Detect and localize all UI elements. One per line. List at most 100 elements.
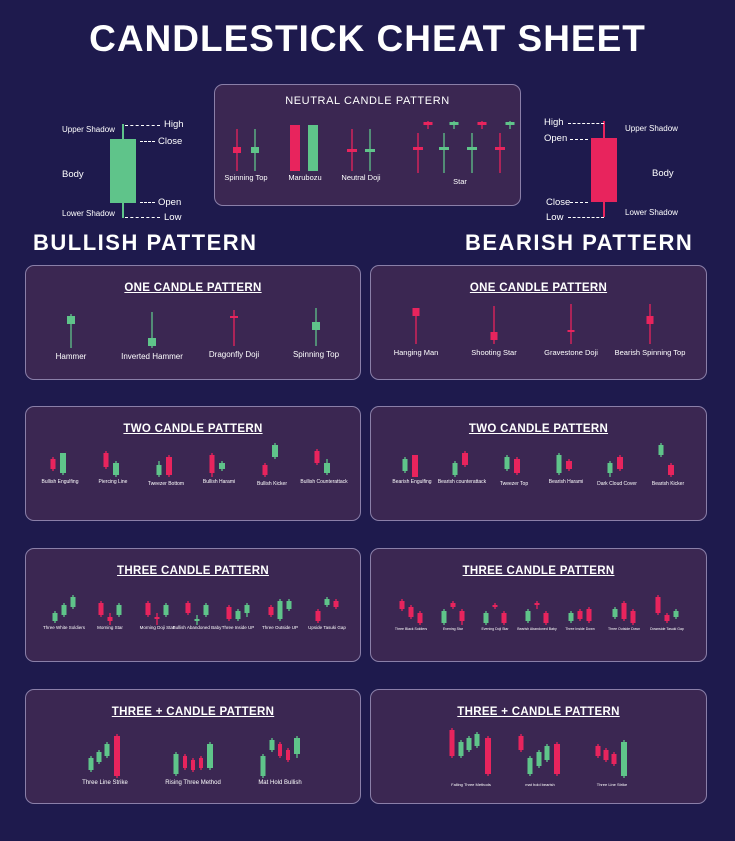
bearish-candle [262,463,268,477]
anatomy-open-label: Open [544,133,568,144]
bullish-candle [260,754,266,778]
anatomy-body-label: Body [652,168,674,179]
pattern-label: Three Line Strike [596,782,628,787]
bearish-candle [450,601,456,609]
candles-icon [412,308,420,344]
pattern-label: Gravestone Doji [544,348,598,357]
pattern-three-white-soldiers: Three White Soldiers [14,593,114,630]
panel-title: THREE + CANDLE PATTERN [457,706,620,718]
pattern-label: Bearish Kicker [651,481,685,487]
bullish-candle [163,603,169,617]
bearish-one-candle-panel: ONE CANDLE PATTERN Hanging Man Shooting S… [370,265,707,380]
bearish-candle [501,611,507,625]
bullish-candle [116,603,122,617]
pattern-piercing-line: Piercing Line [63,449,163,485]
pattern-bullish-kicker: Bullish Kicker [222,441,322,487]
candles-icon [399,599,423,625]
pattern-marubozu: Marubozu [255,123,355,182]
pattern-label: Three Outside UP [261,625,298,630]
candles-icon [525,601,549,625]
candles-icon [230,310,238,346]
bullish-candle [88,756,94,772]
bearish-candle [286,748,290,762]
candles-icon [441,601,465,625]
page-title: CANDLESTICK CHEAT SHEET [89,18,646,59]
pattern-label: Evening Star [442,627,464,631]
pattern-label: Bullish Abandoned Baby [172,625,222,630]
bearish-candle [621,601,627,621]
candles-icon [262,443,278,477]
pattern-label: Rising Three Method [165,780,221,786]
candles-icon [268,599,292,621]
bearish-candle [399,599,405,611]
pattern-tweezer-top: Tweezer Top [464,453,564,487]
bullish-candle [70,595,76,609]
bullish-candle [312,308,320,346]
bearish-three-plus-candle-panel: THREE + CANDLE PATTERN Falling Three Met… [370,689,707,804]
bullish-candle [673,609,679,619]
bullish-candle [194,615,200,625]
candles-icon [347,129,375,171]
bullish-candle [449,121,459,129]
bearish-candle [492,603,498,609]
bearish-candle [514,457,520,475]
candles-icon [52,595,76,623]
candles-icon [402,455,418,477]
bullish-candle [294,736,300,758]
bearish-candle [230,310,238,346]
bearish-candle [408,605,414,619]
anatomy-upper-shadow-label: Upper Shadow [625,124,678,133]
bullish-candle [272,443,278,459]
bullish-candle [203,603,209,617]
bearish-candle [268,605,274,617]
pattern-dark-cloud-cover: Dark Cloud Cover [567,451,667,487]
candles-icon [233,129,259,171]
panel-title: THREE CANDLE PATTERN [462,565,615,577]
bearish-candle [566,459,572,471]
bullish-candle [219,461,225,471]
pattern-neutral-doji: Neutral Doji [311,127,411,182]
bullish-candle [324,459,330,475]
pattern-tweezer-bottom: Tweezer Bottom [116,453,216,487]
bearish-candle [98,601,104,617]
bullish-candle [621,740,627,778]
bullish-candle [607,461,613,477]
bullish-candle [235,609,241,621]
pattern-label: Star [453,177,467,186]
pattern-three-inside-up: Three Inside UP [188,601,288,630]
pattern-label: Neutral Doji [341,173,381,182]
candles-icon [103,451,119,477]
pattern-inverted-hammer: Inverted Hammer [102,310,202,361]
pattern-label: Three Inside UP [221,625,255,630]
pattern-label: Marubozu [288,173,322,182]
bullish-candle [466,736,472,752]
pattern-evening-star: Evening Star [403,599,503,631]
pattern-three-line-strike: Three Line Strike [55,732,155,786]
bullish-candle [104,742,110,758]
pattern-label: Upside Tasuki Gap [308,625,346,630]
candles-icon [260,736,300,778]
panel-title: ONE CANDLE PATTERN [469,282,608,294]
anatomy-body-label: Body [62,169,84,180]
pattern-label: Bullish Kicker [256,481,287,487]
candles-icon [98,601,122,625]
bearish-candle [314,449,320,465]
candles-icon [185,601,209,625]
candles-icon [556,453,572,475]
candles-icon [156,455,172,477]
pattern-three-outside-down: Three Outside Down [574,599,674,631]
candles-icon [518,734,560,776]
bearish-candle [103,451,109,469]
bearish-candle [567,304,575,344]
candles-icon [67,314,75,348]
pattern-spinning-top: Spinning Top [196,127,296,182]
bearish-candle [107,613,113,625]
pattern-label: Bearish Spinning Top [614,348,686,357]
bullish-candle [60,453,66,475]
bullish-candle [458,740,464,758]
anatomy-lower-shadow-label: Lower Shadow [62,209,115,218]
candles-icon [607,455,623,477]
anatomy-low-label: Low [546,212,564,223]
candles-icon [209,453,225,477]
pattern-label: Dark Cloud Cover [597,481,637,487]
